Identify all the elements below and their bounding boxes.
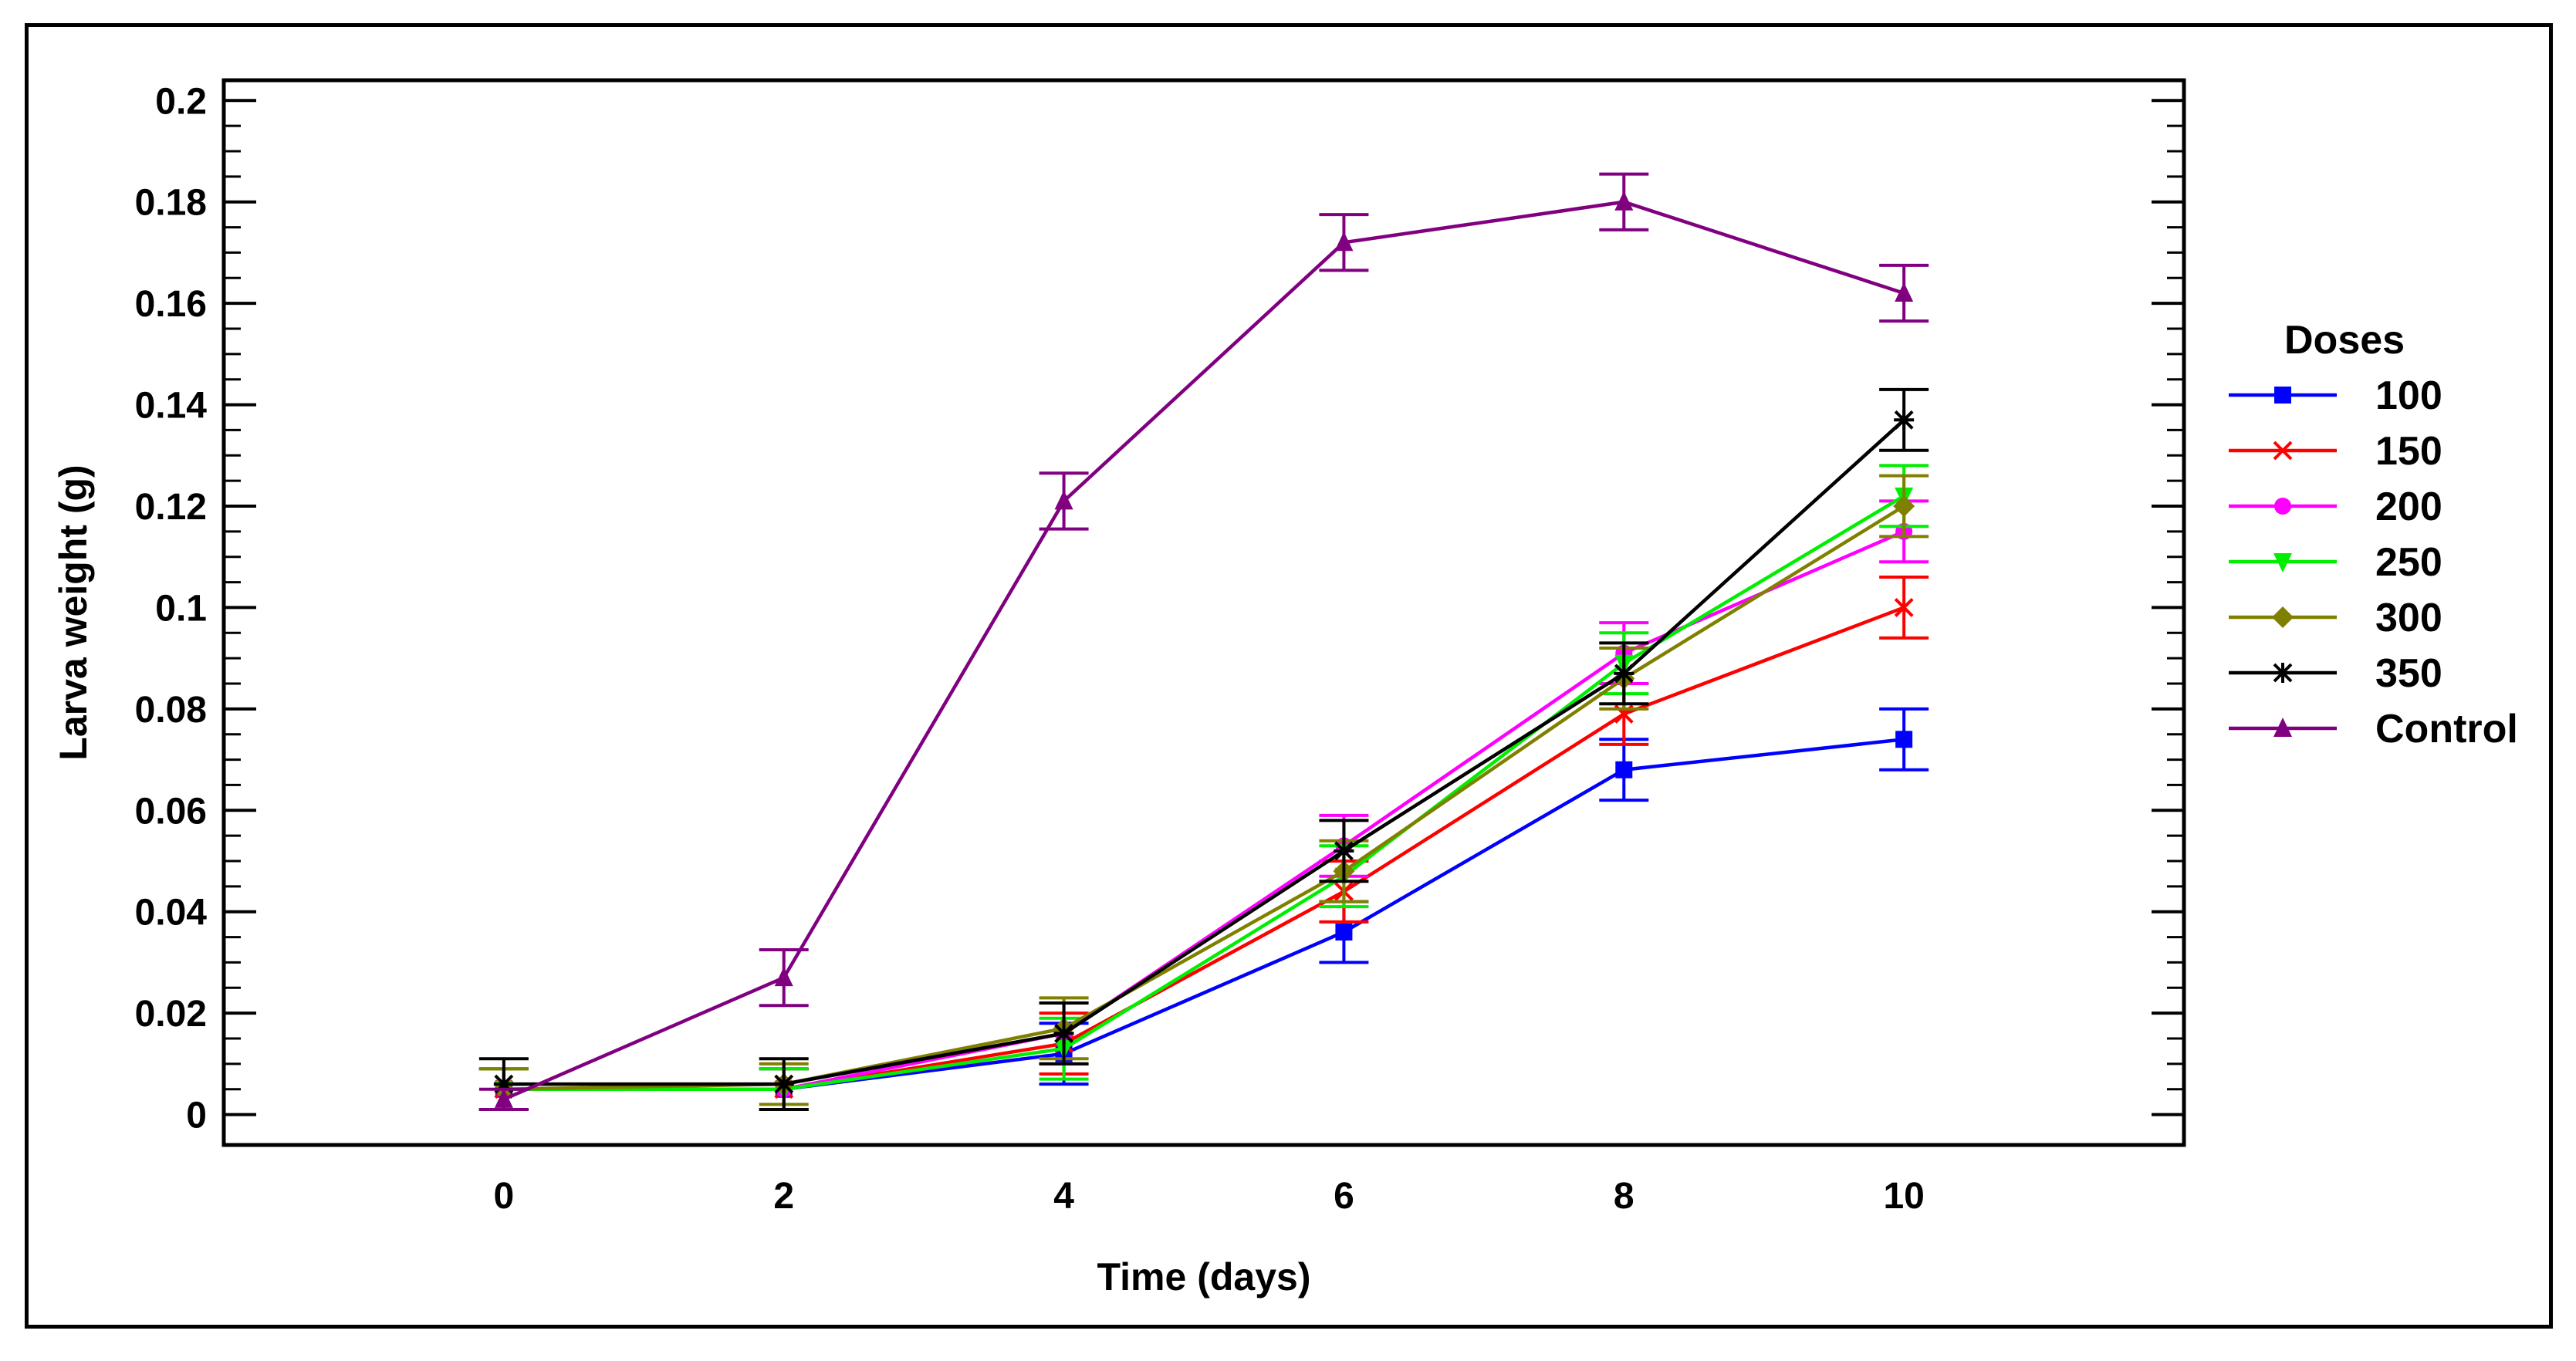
series-line <box>503 529 1905 1091</box>
figure-frame <box>25 23 2553 1329</box>
legend-marker <box>2273 663 2293 683</box>
y-axis: 0 0.02 0.04 0.06 0.08 0.1 0.12 0.14 0.16 0.18 0.2 <box>135 81 2184 1136</box>
legend-item: 300 <box>2229 596 2442 640</box>
series-350 <box>478 387 1929 1111</box>
legend-label: 150 <box>2375 429 2442 474</box>
x-axis-title: Time (days) <box>1097 1255 1311 1299</box>
y-tick-label: 0.04 <box>135 893 208 934</box>
data-point <box>1054 490 1073 510</box>
data-point <box>493 1074 514 1095</box>
x-tick-label: 2 <box>773 1176 794 1217</box>
series-250 <box>478 464 1929 1111</box>
x-tick-label: 4 <box>1053 1176 1074 1217</box>
series-line <box>503 505 1905 1091</box>
data-point <box>774 967 793 987</box>
legend-label: 300 <box>2375 596 2442 640</box>
legend-label: 350 <box>2375 651 2442 696</box>
y-tick-label: 0 <box>186 1096 207 1136</box>
y-tick-label: 0.06 <box>135 791 207 832</box>
y-tick-label: 0.1 <box>155 588 207 629</box>
x-axis: 0 2 4 6 8 10 <box>494 1176 1925 1217</box>
data-point <box>1334 231 1354 252</box>
y-tick-label: 0.18 <box>135 183 207 224</box>
legend-item: 200 <box>2229 485 2442 529</box>
x-tick-label: 0 <box>494 1176 515 1217</box>
data-point <box>1895 731 1913 748</box>
data-point <box>1053 1023 1074 1044</box>
y-tick-label: 0.2 <box>155 81 207 122</box>
legend-marker <box>2273 441 2293 461</box>
data-point <box>1335 924 1353 941</box>
series-line <box>503 418 1905 1086</box>
data-point <box>1894 598 1914 617</box>
legend-marker <box>2273 718 2292 737</box>
legend-marker <box>2274 498 2291 515</box>
series-line <box>503 738 1905 1091</box>
y-tick-label: 0.02 <box>135 994 207 1035</box>
legend-label: Control <box>2375 707 2518 751</box>
y-tick-label: 0.14 <box>135 386 208 427</box>
legend-item: 100 <box>2229 373 2442 418</box>
series-control <box>478 172 1929 1111</box>
data-point <box>1893 495 1915 517</box>
series-line <box>502 200 1905 1101</box>
data-point <box>1894 410 1915 431</box>
series-line <box>503 606 1905 1091</box>
plot-area <box>221 78 2186 1147</box>
legend-title: Doses <box>2284 318 2405 363</box>
data-point <box>1615 761 1633 778</box>
legend-label: 250 <box>2375 540 2442 585</box>
y-tick-label: 0.08 <box>135 690 207 731</box>
data-point <box>1614 191 1634 211</box>
x-tick-label: 8 <box>1614 1176 1635 1217</box>
legend-marker <box>2273 553 2292 572</box>
legend-item: 150 <box>2229 429 2442 474</box>
data-point <box>1895 282 1914 302</box>
series-layer <box>478 172 1929 1111</box>
data-point <box>1614 663 1635 684</box>
y-tick-label: 0.16 <box>135 284 207 325</box>
series-100 <box>478 707 1929 1111</box>
x-tick-label: 10 <box>1883 1176 1924 1217</box>
x-tick-label: 6 <box>1334 1176 1354 1217</box>
series-line <box>503 494 1905 1091</box>
legend-label: 100 <box>2375 373 2442 418</box>
data-point <box>1334 840 1354 861</box>
y-axis-title: Larva weight (g) <box>52 464 95 760</box>
legend: Doses 100 150 200 250 300 350 Control <box>2229 318 2518 751</box>
series-150 <box>478 576 1929 1111</box>
legend-item: 250 <box>2229 540 2442 585</box>
legend-item: 350 <box>2229 651 2442 696</box>
data-point <box>494 1088 513 1108</box>
legend-marker <box>2272 606 2294 628</box>
y-tick-label: 0.12 <box>135 487 207 528</box>
legend-item: Control <box>2229 707 2518 751</box>
data-point <box>773 1074 794 1095</box>
legend-label: 200 <box>2375 485 2442 529</box>
legend-marker <box>2274 387 2291 404</box>
